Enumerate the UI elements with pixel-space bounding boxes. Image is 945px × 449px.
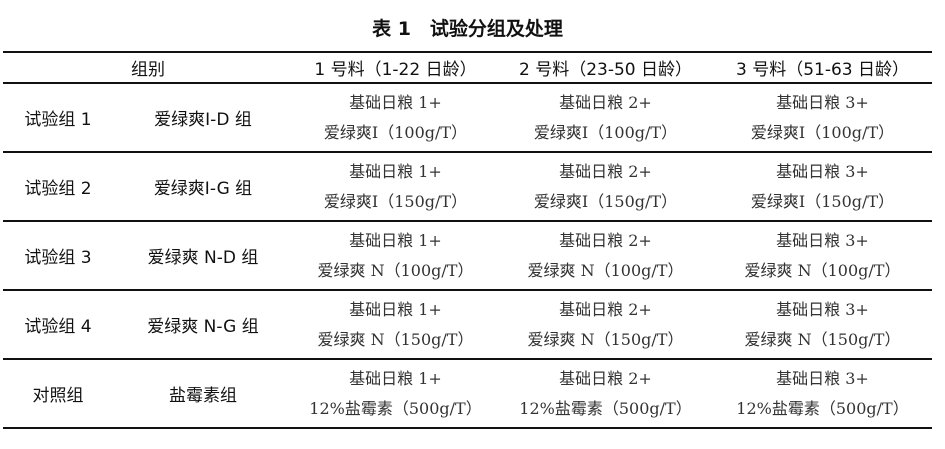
treatment-diet: 基础日粮 3+	[776, 230, 869, 250]
treatment-additive: 12%盐霉素（500g/T）	[309, 398, 482, 418]
treatment-additive: 爱绿爽 N（150g/T）	[527, 329, 684, 349]
group-id: 试验组 1	[24, 110, 92, 130]
treatment-diet: 基础日粮 1+	[349, 368, 442, 388]
treatment-cell: 基础日粮 2+ 爱绿爽 N（100g/T）	[498, 221, 713, 290]
group-name: 盐霉素组	[169, 386, 237, 406]
treatment-diet: 基础日粮 2+	[559, 161, 652, 181]
treatment-cell: 基础日粮 3+ 爱绿爽 N（150g/T）	[713, 290, 932, 359]
treatment-diet: 基础日粮 2+	[559, 92, 652, 112]
group-name: 爱绿爽 N-D 组	[147, 248, 259, 268]
treatment-additive: 爱绿爽Ⅰ（150g/T）	[750, 191, 895, 211]
treatment-cell: 基础日粮 1+ 爱绿爽 N（100g/T）	[293, 221, 498, 290]
table-row: 试验组 4 爱绿爽 N-G 组 基础日粮 1+ 爱绿爽 N（150g/T） 基础…	[3, 290, 932, 359]
header-feed3: 3 号料（51-63 日龄）	[735, 60, 910, 80]
treatment-diet: 基础日粮 3+	[776, 161, 869, 181]
treatment-cell: 基础日粮 3+ 爱绿爽Ⅰ（150g/T）	[713, 152, 932, 221]
treatment-cell: 基础日粮 2+ 爱绿爽Ⅰ（100g/T）	[498, 83, 713, 152]
treatment-diet: 基础日粮 1+	[349, 161, 442, 181]
treatment-cell: 基础日粮 2+ 爱绿爽 N（150g/T）	[498, 290, 713, 359]
group-name: 爱绿爽Ⅰ-G 组	[153, 179, 253, 199]
treatment-cell: 基础日粮 1+ 爱绿爽Ⅰ（150g/T）	[293, 152, 498, 221]
treatment-additive: 爱绿爽Ⅰ（100g/T）	[533, 122, 678, 142]
treatment-diet: 基础日粮 2+	[559, 368, 652, 388]
treatment-cell: 基础日粮 1+ 爱绿爽Ⅰ（100g/T）	[293, 83, 498, 152]
treatment-additive: 爱绿爽 N（150g/T）	[317, 329, 474, 349]
header-feed2: 2 号料（23-50 日龄）	[518, 60, 693, 80]
treatment-cell: 基础日粮 3+ 爱绿爽Ⅰ（100g/T）	[713, 83, 932, 152]
treatment-diet: 基础日粮 3+	[776, 92, 869, 112]
table-row: 对照组 盐霉素组 基础日粮 1+ 12%盐霉素（500g/T） 基础日粮 2+ …	[3, 359, 932, 428]
treatment-diet: 基础日粮 1+	[349, 230, 442, 250]
table-title: 表 1 试验分组及处理	[372, 18, 563, 40]
treatment-additive: 爱绿爽Ⅰ（100g/T）	[750, 122, 895, 142]
group-name: 爱绿爽 N-G 组	[147, 317, 259, 337]
group-id: 试验组 3	[24, 248, 92, 268]
treatment-diet: 基础日粮 3+	[776, 368, 869, 388]
grouping-table: 组别 1 号料（1-22 日龄） 2 号料（23-50 日龄） 3 号料（51-…	[3, 51, 932, 429]
treatment-diet: 基础日粮 3+	[776, 299, 869, 319]
header-feed1: 1 号料（1-22 日龄）	[314, 60, 477, 80]
treatment-additive: 爱绿爽Ⅰ（100g/T）	[323, 122, 468, 142]
group-id: 试验组 2	[24, 179, 92, 199]
treatment-diet: 基础日粮 1+	[349, 299, 442, 319]
header-group: 组别	[131, 60, 165, 80]
treatment-additive: 12%盐霉素（500g/T）	[736, 398, 909, 418]
treatment-additive: 爱绿爽 N（100g/T）	[317, 260, 474, 280]
table-row: 试验组 1 爱绿爽Ⅰ-D 组 基础日粮 1+ 爱绿爽Ⅰ（100g/T） 基础日粮…	[3, 83, 932, 152]
treatment-additive: 12%盐霉素（500g/T）	[519, 398, 692, 418]
treatment-additive: 爱绿爽 N（100g/T）	[527, 260, 684, 280]
treatment-additive: 爱绿爽 N（150g/T）	[744, 329, 901, 349]
treatment-diet: 基础日粮 2+	[559, 299, 652, 319]
group-id: 对照组	[32, 386, 84, 406]
treatment-cell: 基础日粮 2+ 爱绿爽Ⅰ（150g/T）	[498, 152, 713, 221]
group-name: 爱绿爽Ⅰ-D 组	[154, 110, 252, 130]
treatment-additive: 爱绿爽Ⅰ（150g/T）	[533, 191, 678, 211]
treatment-cell: 基础日粮 2+ 12%盐霉素（500g/T）	[498, 359, 713, 428]
table-row: 试验组 2 爱绿爽Ⅰ-G 组 基础日粮 1+ 爱绿爽Ⅰ（150g/T） 基础日粮…	[3, 152, 932, 221]
treatment-diet: 基础日粮 2+	[559, 230, 652, 250]
header-row: 组别 1 号料（1-22 日龄） 2 号料（23-50 日龄） 3 号料（51-…	[3, 52, 932, 83]
treatment-additive: 爱绿爽 N（100g/T）	[744, 260, 901, 280]
group-id: 试验组 4	[24, 317, 92, 337]
treatment-cell: 基础日粮 1+ 爱绿爽 N（150g/T）	[293, 290, 498, 359]
treatment-diet: 基础日粮 1+	[349, 92, 442, 112]
table-row: 试验组 3 爱绿爽 N-D 组 基础日粮 1+ 爱绿爽 N（100g/T） 基础…	[3, 221, 932, 290]
treatment-cell: 基础日粮 1+ 12%盐霉素（500g/T）	[293, 359, 498, 428]
treatment-additive: 爱绿爽Ⅰ（150g/T）	[323, 191, 468, 211]
treatment-cell: 基础日粮 3+ 爱绿爽 N（100g/T）	[713, 221, 932, 290]
treatment-cell: 基础日粮 3+ 12%盐霉素（500g/T）	[713, 359, 932, 428]
